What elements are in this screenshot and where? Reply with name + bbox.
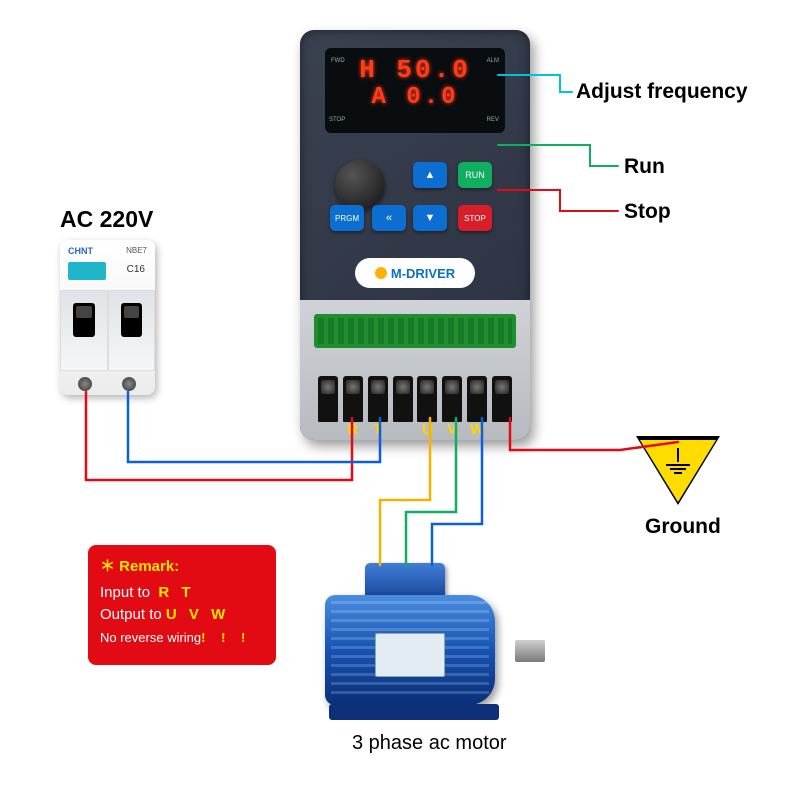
display-line-1: H 50.0 (335, 56, 495, 85)
control-terminal-strip (314, 314, 516, 348)
adjust-frequency-label: Adjust frequency (576, 80, 748, 104)
terminal-v: V (442, 376, 462, 422)
breaker-pole-2 (108, 290, 156, 371)
indicator-alm: ALM (487, 58, 499, 64)
motor-base (329, 704, 499, 720)
frequency-knob[interactable] (335, 160, 385, 210)
ac-motor (305, 555, 545, 720)
vfd-display: FWD ALM STOP REV H 50.0 A 0.0 (325, 48, 505, 133)
vfd-logo: M-DRIVER (355, 258, 475, 288)
terminal-4 (393, 376, 413, 422)
indicator-stop: STOP (329, 117, 345, 123)
breaker-brand: CHNT (68, 246, 93, 256)
back-button[interactable]: « (372, 205, 406, 231)
remark-input-val: R T (158, 584, 194, 601)
breaker-rating: C16 (127, 264, 145, 275)
breaker-spec-plate (68, 262, 106, 280)
display-line-2: A 0.0 (335, 85, 495, 111)
ground-label: Ground (645, 515, 721, 539)
terminal-r: R (343, 376, 363, 422)
run-label: Run (624, 155, 665, 179)
vfd-terminal-section: R T U V W (300, 300, 530, 440)
breaker-model: NBE7 (126, 246, 147, 255)
terminal-w: W (467, 376, 487, 422)
breaker-terminal-t (122, 377, 136, 391)
breaker-terminal-r (78, 377, 92, 391)
prgm-button[interactable]: PRGM (330, 205, 364, 231)
circuit-breaker: CHNT NBE7 C16 (60, 240, 155, 395)
remark-title: ＊ Remark: (100, 555, 264, 576)
motor-shaft (515, 640, 545, 662)
terminal-gnd (492, 376, 512, 422)
stop-button[interactable]: STOP (458, 205, 492, 231)
breaker-pole-1 (60, 290, 108, 371)
remark-box: ＊ Remark: Input to R T Output to U V W N… (88, 545, 276, 665)
indicator-fwd: FWD (331, 58, 345, 64)
motor-nameplate (375, 633, 445, 677)
motor-label: 3 phase ac motor (352, 732, 507, 755)
remark-output-label: Output to (100, 606, 162, 623)
down-button[interactable]: ▼ (413, 205, 447, 231)
remark-bang: ! ! ! (201, 630, 251, 645)
terminal-1 (318, 376, 338, 422)
run-button[interactable]: RUN (458, 162, 492, 188)
stop-label: Stop (624, 200, 671, 224)
vfd-driver: FWD ALM STOP REV H 50.0 A 0.0 ▲ RUN PRGM… (300, 30, 530, 440)
up-button[interactable]: ▲ (413, 162, 447, 188)
power-terminal-row: R T U V W (318, 376, 512, 422)
remark-warning: No reverse wiring (100, 630, 201, 645)
terminal-u: U (417, 376, 437, 422)
remark-output-val: U V W (166, 606, 229, 623)
ac-label: AC 220V (60, 206, 153, 233)
terminal-t: T (368, 376, 388, 422)
remark-input-label: Input to (100, 584, 150, 601)
ground-icon (664, 448, 692, 474)
indicator-rev: REV (487, 117, 499, 123)
